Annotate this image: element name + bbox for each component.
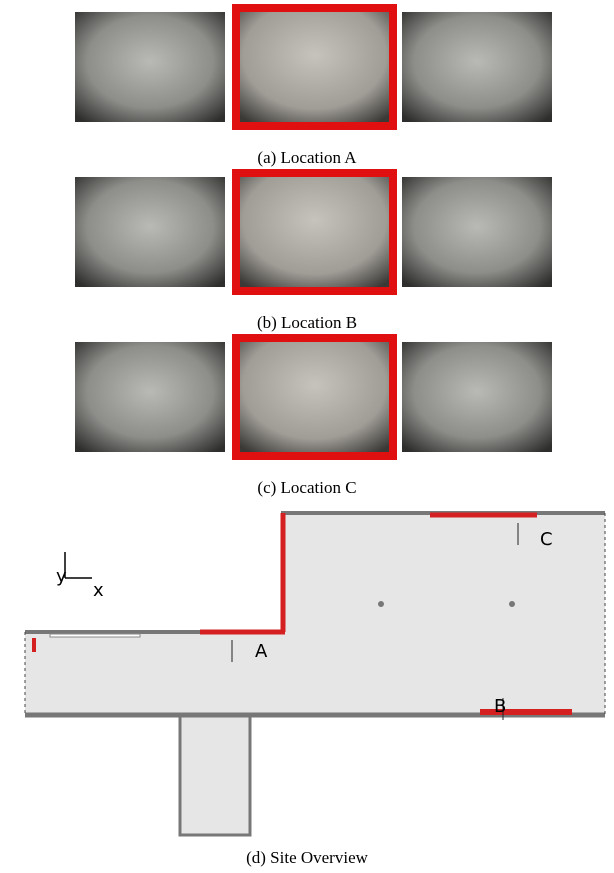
caption: (c) Location C [257, 478, 356, 497]
photo [75, 342, 225, 452]
floor-area [25, 513, 605, 835]
photo-rows: (a) Location A (b) Location B (c) Location… [75, 8, 552, 497]
photo [75, 12, 225, 122]
pillar [378, 601, 384, 607]
caption: (a) Location A [257, 148, 357, 167]
photo [402, 12, 552, 122]
axis-label-x: x [93, 580, 104, 601]
photo [402, 177, 552, 287]
figure: (a) Location A (b) Location B (c) Location… [0, 0, 614, 873]
site-plan: y x A B C (d) Site Overview [25, 513, 605, 867]
location-label: C [540, 529, 553, 550]
photo-highlighted [236, 173, 393, 291]
photo-highlighted [236, 8, 393, 126]
pillar [509, 601, 515, 607]
axis-label-y: y [56, 566, 67, 587]
window [50, 634, 140, 637]
photo [402, 342, 552, 452]
photo-highlighted [236, 338, 393, 456]
location-label: A [255, 641, 268, 662]
caption: (d) Site Overview [246, 848, 369, 867]
location-label: B [494, 696, 506, 717]
caption: (b) Location B [257, 313, 357, 332]
photo [75, 177, 225, 287]
